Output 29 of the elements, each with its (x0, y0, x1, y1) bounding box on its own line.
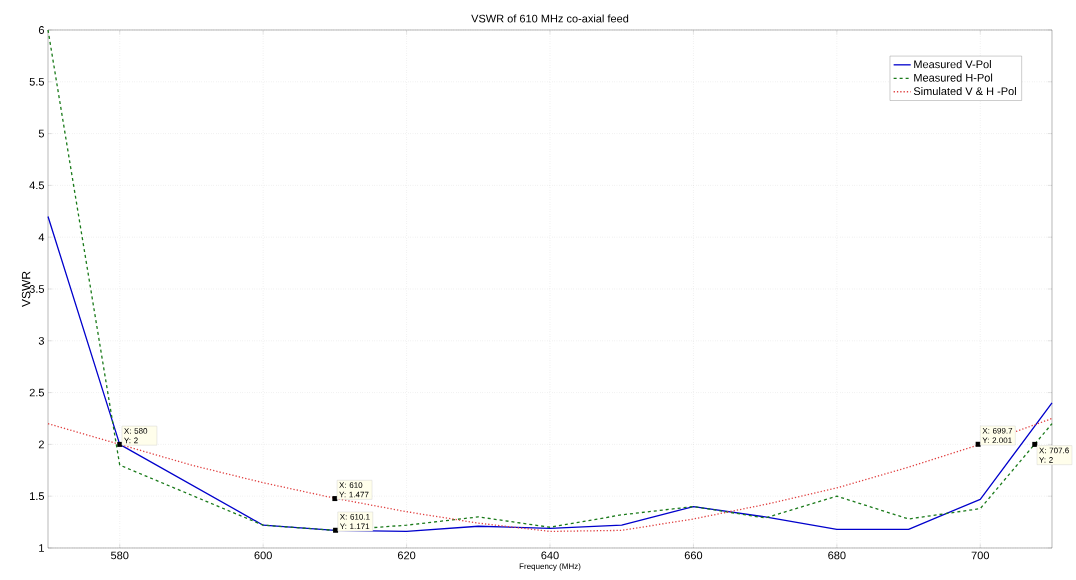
x-tick-label: 680 (828, 551, 846, 560)
legend-label: Measured H-Pol (914, 73, 993, 82)
y-tick-label: 4 (38, 233, 45, 241)
y-tick-label: 2.5 (29, 388, 45, 397)
chart-title: VSWR of 610 MHz co-axial feed (471, 14, 629, 23)
x-tick-label: 600 (254, 551, 272, 560)
y-tick-label: 3.5 (29, 285, 45, 293)
y-axis-title: VSWR (21, 271, 31, 307)
y-tick-label: 1 (39, 544, 44, 552)
y-tick-label: 2 (38, 440, 44, 449)
legend-label: Measured V-Pol (914, 60, 991, 69)
annotation: X: 699.7 Y: 2.001 (982, 427, 1013, 444)
annotation: X: 707.6 Y: 2 (1039, 447, 1069, 463)
x-tick-label: 660 (684, 551, 703, 560)
y-tick-label: 5 (38, 129, 45, 138)
annotation: X: 580 Y: 2 (124, 428, 148, 444)
y-tick-label: 4.5 (29, 181, 45, 190)
x-tick-label: 580 (110, 551, 129, 560)
annotation: X: 610.1 Y: 1.171 (339, 513, 370, 530)
x-tick-label: 640 (541, 551, 559, 560)
y-tick-label: 6 (38, 26, 44, 34)
legend-label: Simulated V & H -Pol (913, 87, 1016, 96)
x-tick-label: 620 (397, 551, 416, 560)
x-axis-title: Frequency (MHz) (519, 563, 581, 571)
y-tick-label: 1.5 (30, 492, 45, 501)
annotation: X: 610 Y: 1.477 (339, 482, 369, 498)
x-tick-label: 700 (971, 551, 990, 560)
y-tick-label: 3 (38, 336, 44, 345)
y-tick-label: 5.5 (29, 77, 45, 86)
